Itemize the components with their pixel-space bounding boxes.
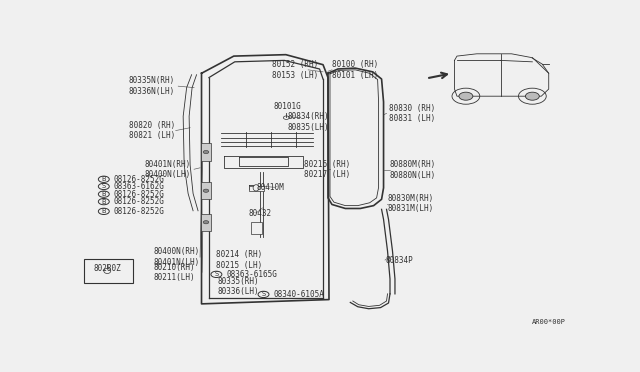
Text: 80830M(RH)
80831M(LH): 80830M(RH) 80831M(LH) <box>388 194 434 213</box>
Text: AR00*00P: AR00*00P <box>532 319 566 325</box>
Circle shape <box>258 291 269 298</box>
Text: 08126-8252G: 08126-8252G <box>114 190 164 199</box>
Bar <box>84 260 132 283</box>
Text: 80100 (RH)
80101 (LH): 80100 (RH) 80101 (LH) <box>332 60 378 80</box>
Circle shape <box>99 176 109 182</box>
Text: 80210(RH)
80211(LH): 80210(RH) 80211(LH) <box>154 263 195 282</box>
Text: S: S <box>214 271 218 278</box>
Text: 08340-6105A: 08340-6105A <box>273 290 324 299</box>
Ellipse shape <box>253 185 259 191</box>
Text: 08126-8252G: 08126-8252G <box>114 207 164 216</box>
Text: 80335N(RH)
80336N(LH): 80335N(RH) 80336N(LH) <box>129 77 175 96</box>
Text: 80432: 80432 <box>249 209 272 218</box>
Text: 80820 (RH)
80821 (LH): 80820 (RH) 80821 (LH) <box>129 121 175 140</box>
Text: 80216 (RH)
80217 (LH): 80216 (RH) 80217 (LH) <box>304 160 351 179</box>
Ellipse shape <box>104 268 111 273</box>
Text: B: B <box>102 191 106 197</box>
Text: 80834P: 80834P <box>385 256 413 264</box>
Text: 80834(RH)
80835(LH): 80834(RH) 80835(LH) <box>287 112 329 132</box>
Circle shape <box>525 92 540 100</box>
Text: 80880M(RH)
80880N(LH): 80880M(RH) 80880N(LH) <box>390 160 436 180</box>
Bar <box>200 182 211 199</box>
Text: 80410M: 80410M <box>256 183 284 192</box>
Text: B: B <box>102 199 106 205</box>
Text: B: B <box>102 208 106 214</box>
Bar <box>200 214 211 231</box>
Text: 08126-8252G: 08126-8252G <box>114 175 164 184</box>
Text: 08126-8252G: 08126-8252G <box>114 197 164 206</box>
Text: 80152 (RH)
80153 (LH): 80152 (RH) 80153 (LH) <box>273 60 319 80</box>
Text: 80401N(RH)
80400N(LH): 80401N(RH) 80400N(LH) <box>145 160 191 179</box>
Bar <box>249 186 264 191</box>
Text: S: S <box>262 291 266 298</box>
Circle shape <box>204 150 209 154</box>
Bar <box>200 144 211 161</box>
Circle shape <box>99 208 109 215</box>
Text: S: S <box>102 183 106 189</box>
Text: 80335(RH)
80336(LH): 80335(RH) 80336(LH) <box>218 277 259 296</box>
Circle shape <box>211 271 222 278</box>
Text: 80214 (RH)
80215 (LH): 80214 (RH) 80215 (LH) <box>216 250 262 270</box>
Text: 08363-6162G: 08363-6162G <box>114 182 164 191</box>
Bar <box>251 222 262 234</box>
Text: B: B <box>102 176 106 182</box>
Circle shape <box>459 92 473 100</box>
Text: 80400N(RH)
80401N(LH): 80400N(RH) 80401N(LH) <box>154 247 200 267</box>
Text: 08363-6165G: 08363-6165G <box>227 270 277 279</box>
Text: 80830 (RH)
80831 (LH): 80830 (RH) 80831 (LH) <box>388 104 435 123</box>
Circle shape <box>204 221 209 224</box>
Circle shape <box>99 191 109 197</box>
Text: 80280Z: 80280Z <box>94 264 122 273</box>
Circle shape <box>204 189 209 192</box>
Text: 80101G: 80101G <box>273 102 301 111</box>
Circle shape <box>99 198 109 205</box>
Circle shape <box>99 183 109 190</box>
